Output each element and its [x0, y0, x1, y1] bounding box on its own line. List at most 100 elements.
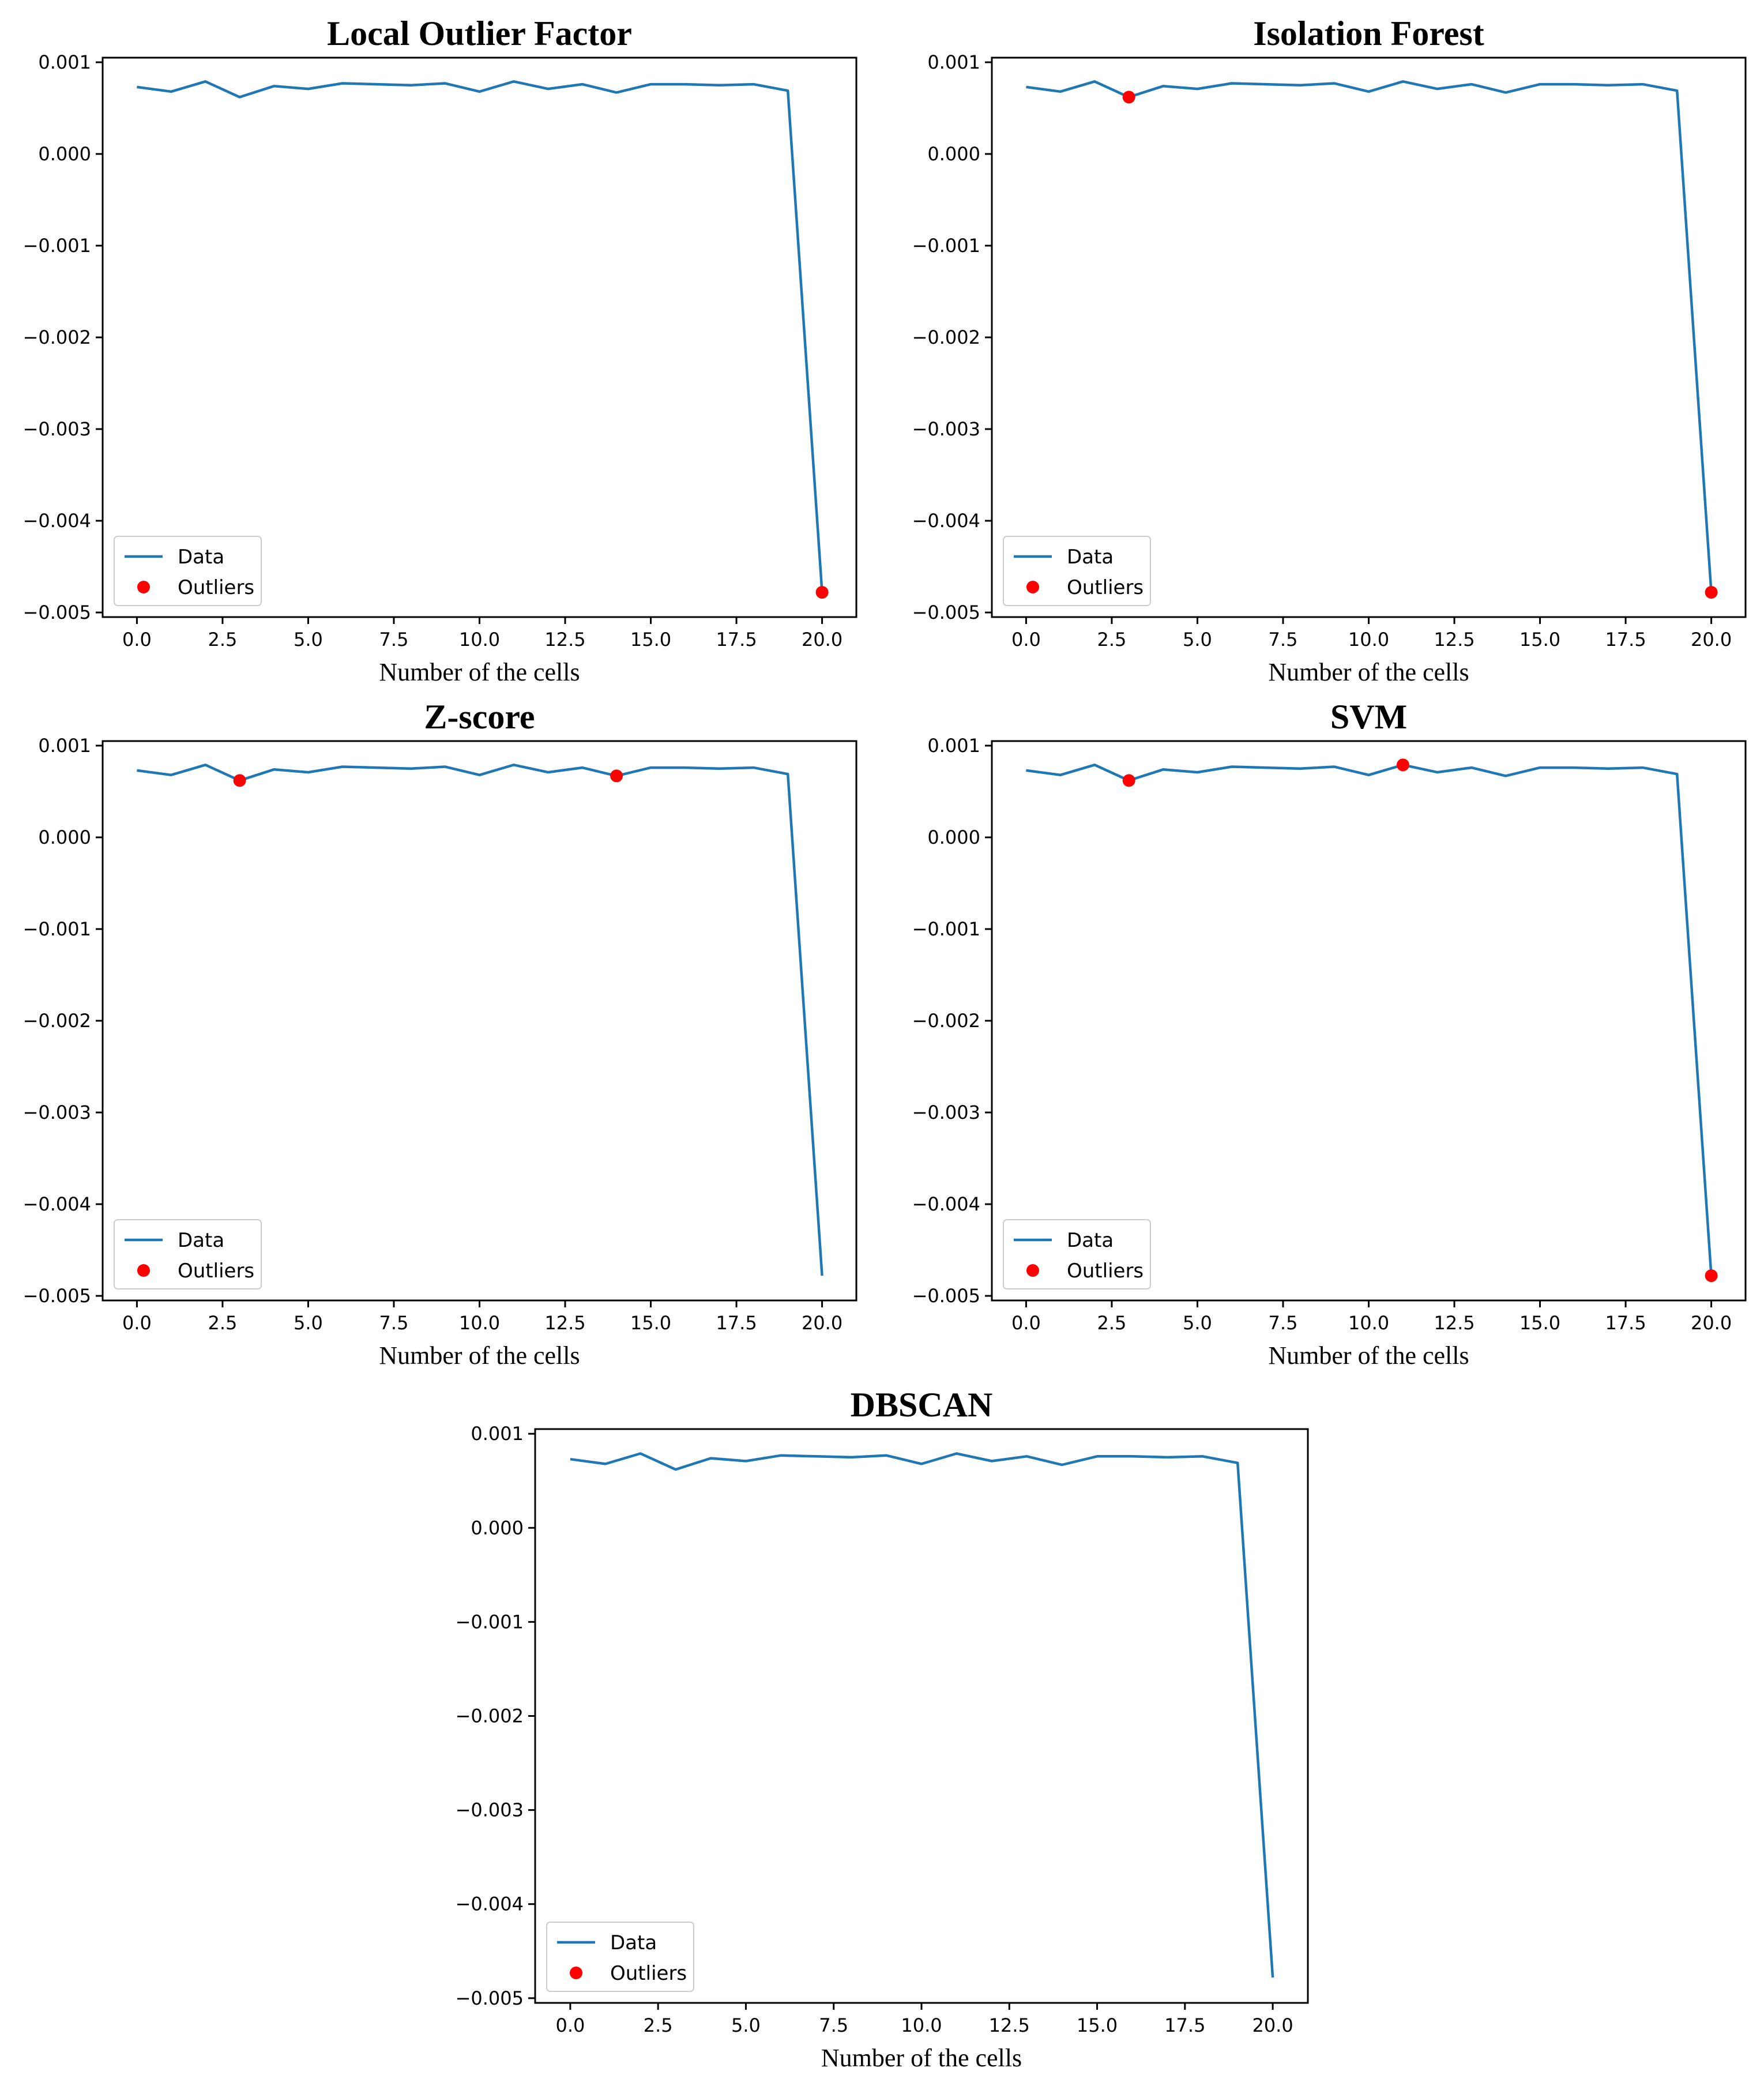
x-tick-label: 7.5 [819, 2014, 848, 2036]
outlier-point [1122, 91, 1135, 104]
y-tick-label: 0.001 [927, 735, 980, 757]
chart-panel-3: Z-score 0.0 2.5 5.0 7.5 10.0 12.5 15.0 17.5 20.0 0… [23, 698, 857, 1370]
outlier-point [1122, 774, 1135, 787]
y-tick-label: −0.002 [912, 326, 980, 348]
x-tick-label: 17.5 [716, 1312, 757, 1334]
y-tick-label: 0.000 [38, 143, 91, 165]
data-series-line [570, 1452, 1274, 1978]
chart-title: Isolation Forest [1253, 14, 1484, 52]
x-tick-label: 2.5 [208, 1312, 237, 1334]
legend-outlier-swatch [1026, 581, 1039, 593]
chart-title: Local Outlier Factor [327, 14, 632, 52]
legend-outliers-label: Outliers [1067, 576, 1144, 599]
x-tick-label: 7.5 [1269, 1312, 1298, 1334]
x-tick-label: 20.0 [1691, 629, 1732, 651]
y-tick-label: 0.001 [471, 1423, 524, 1445]
x-tick-label: 5.0 [731, 2014, 761, 2036]
legend-outlier-swatch [137, 1264, 150, 1277]
y-tick-label: 0.000 [471, 1517, 524, 1539]
y-tick-label: −0.001 [456, 1611, 524, 1633]
x-tick-label: 10.0 [459, 629, 500, 651]
x-tick-label: 7.5 [379, 629, 409, 651]
legend-frame [114, 536, 262, 606]
x-axis-label: Number of the cells [821, 2044, 1022, 2072]
x-tick-label: 15.0 [630, 1312, 671, 1334]
x-tick-label: 10.0 [901, 2014, 942, 2036]
x-tick-label: 12.5 [989, 2014, 1030, 2036]
x-tick-label: 17.5 [716, 629, 757, 651]
x-tick-label: 0.0 [122, 629, 152, 651]
y-tick-label: 0.000 [927, 143, 980, 165]
x-tick-label: 10.0 [1348, 629, 1389, 651]
data-series-line [1026, 80, 1713, 593]
x-tick-label: 0.0 [122, 1312, 152, 1334]
x-tick-label: 15.0 [1519, 1312, 1560, 1334]
x-tick-label: 0.0 [1011, 629, 1041, 651]
y-tick-label: −0.005 [912, 1285, 980, 1307]
legend-data-label: Data [1067, 546, 1114, 569]
chart-legend: Data Outliers [114, 536, 262, 606]
plot-area-frame [534, 1428, 1309, 2004]
y-tick-label: −0.001 [912, 918, 980, 940]
x-tick-label: 7.5 [1269, 629, 1298, 651]
data-series-line [137, 80, 823, 593]
x-axis-label: Number of the cells [379, 1341, 580, 1370]
legend-data-label: Data [178, 546, 224, 569]
legend-outliers-label: Outliers [1067, 1260, 1144, 1283]
y-tick-label: 0.000 [927, 826, 980, 848]
y-tick-label: −0.003 [23, 1101, 91, 1123]
x-axis-label: Number of the cells [379, 658, 580, 686]
legend-outlier-swatch [570, 1967, 582, 1979]
chart-legend: Data Outliers [546, 1922, 694, 1992]
legend-frame [546, 1922, 694, 1992]
y-tick-label: −0.004 [912, 1193, 980, 1215]
x-tick-label: 5.0 [294, 1312, 323, 1334]
chart-title: DBSCAN [851, 1386, 993, 1424]
y-tick-label: −0.002 [456, 1705, 524, 1727]
chart-title: Z-score [424, 698, 535, 736]
x-tick-label: 10.0 [459, 1312, 500, 1334]
outlier-point [1705, 1269, 1718, 1283]
x-tick-label: 20.0 [802, 1312, 842, 1334]
x-tick-label: 15.0 [1519, 629, 1560, 651]
x-tick-label: 17.5 [1605, 1312, 1646, 1334]
chart-panel-1: Local Outlier Factor 0.0 2.5 5.0 7.5 10.0 12.5… [23, 14, 857, 686]
legend-outlier-swatch [1026, 1264, 1039, 1277]
outlier-point [1396, 758, 1409, 772]
x-tick-label: 12.5 [1434, 1312, 1475, 1334]
chart-panel-5: DBSCAN 0.0 2.5 5.0 7.5 10.0 12.5 15.0 17.5 20.0 0.… [456, 1386, 1309, 2072]
y-tick-label: −0.004 [456, 1893, 524, 1915]
y-tick-label: 0.001 [38, 51, 91, 73]
y-tick-label: 0.001 [927, 51, 980, 73]
legend-outliers-label: Outliers [178, 576, 254, 599]
x-tick-label: 2.5 [208, 629, 237, 651]
x-tick-label: 10.0 [1348, 1312, 1389, 1334]
plot-area-frame [991, 57, 1747, 618]
y-tick-label: −0.003 [456, 1799, 524, 1821]
legend-frame [1003, 536, 1151, 606]
x-tick-label: 2.5 [644, 2014, 673, 2036]
legend-outliers-label: Outliers [610, 1962, 687, 1985]
legend-outliers-label: Outliers [178, 1260, 254, 1283]
y-tick-label: −0.002 [912, 1010, 980, 1032]
chart-panel-2: Isolation Forest 0.0 2.5 5.0 7.5 10.0 12.5 15.0… [912, 14, 1747, 686]
chart-legend: Data Outliers [1003, 1219, 1151, 1290]
data-series-line [1026, 764, 1713, 1276]
y-tick-label: −0.004 [912, 510, 980, 532]
y-tick-label: −0.002 [23, 1010, 91, 1032]
x-tick-label: 2.5 [1097, 629, 1126, 651]
x-tick-label: 15.0 [1077, 2014, 1118, 2036]
x-tick-label: 12.5 [544, 1312, 585, 1334]
x-tick-label: 0.0 [1011, 1312, 1041, 1334]
x-tick-label: 15.0 [630, 629, 671, 651]
plot-area-frame [101, 740, 857, 1302]
y-tick-label: −0.004 [23, 510, 91, 532]
x-tick-label: 20.0 [1691, 1312, 1732, 1334]
y-tick-label: −0.003 [912, 418, 980, 440]
chart-legend: Data Outliers [114, 1219, 262, 1290]
legend-frame [114, 1219, 262, 1290]
outlier-point [815, 586, 829, 599]
y-tick-label: −0.001 [23, 235, 91, 257]
outlier-point [233, 774, 246, 787]
